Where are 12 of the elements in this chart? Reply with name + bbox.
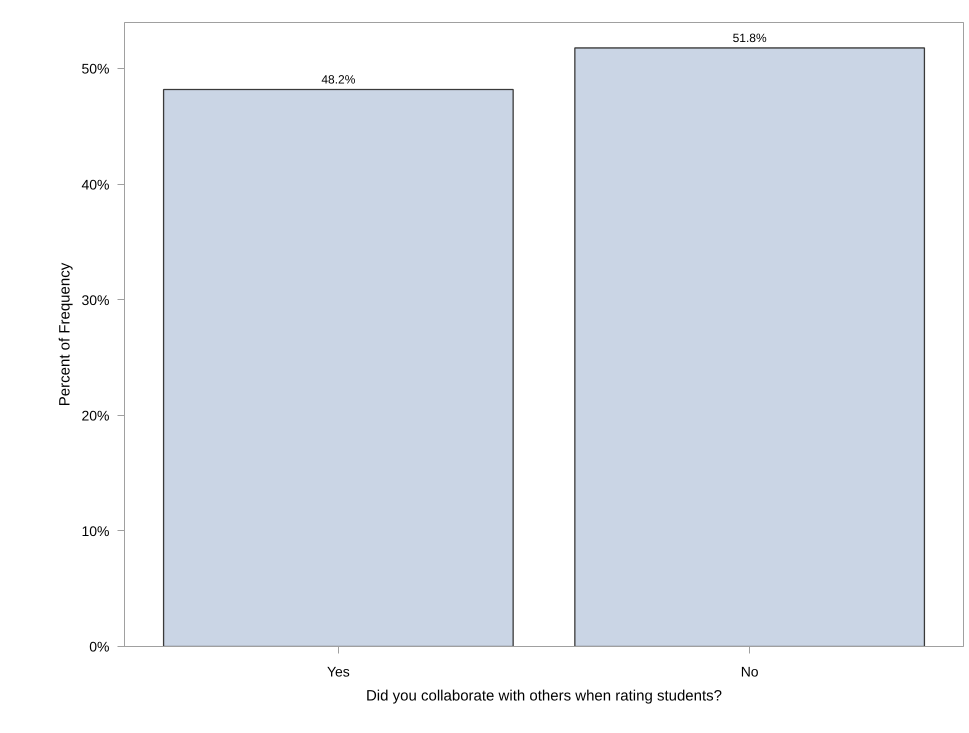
data-label: 51.8% [732, 30, 767, 45]
y-tick-label: 40% [81, 176, 110, 192]
y-tick-label: 20% [81, 407, 110, 424]
y-axis-title: Percent of Frequency [56, 262, 74, 406]
y-tick-label: 30% [81, 292, 110, 308]
x-tick-label: No [740, 664, 759, 680]
x-tick-label: Yes [326, 664, 350, 680]
y-tick-label: 0% [89, 638, 110, 654]
data-label: 48.2% [321, 72, 356, 87]
y-tick-label: 10% [81, 522, 110, 539]
y-tick-label: 50% [81, 60, 110, 77]
x-axis-title: Did you collaborate with others when rating students? [366, 688, 722, 704]
